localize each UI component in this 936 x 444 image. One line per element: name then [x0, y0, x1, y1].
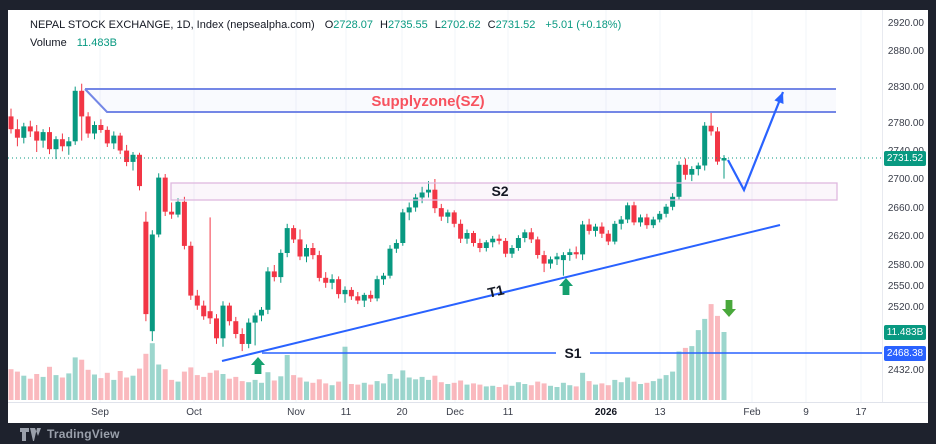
time-tick-label: 2026 [594, 407, 618, 418]
price-tick-label: 2780.00 [887, 118, 924, 129]
time-tick-label: 13 [654, 407, 666, 418]
candlesticks [8, 83, 727, 352]
tradingview-attribution[interactable]: TradingView [20, 426, 120, 442]
s2-zone-border [170, 182, 838, 201]
last-price-badge: 2731.52 [884, 151, 926, 166]
time-tick-label: 11 [340, 407, 352, 418]
s1-label-backing [556, 345, 590, 361]
time-axis[interactable]: Sep Oct Nov 11 20 Dec 11 2026 13 Feb 9 17 [8, 402, 928, 423]
s2-label: S2 [491, 183, 508, 199]
time-tick-label: Oct [186, 407, 202, 418]
price-tick-label: 2660.00 [887, 203, 924, 214]
price-tick-label: 2830.00 [887, 82, 924, 93]
symbol-title[interactable]: NEPAL STOCK EXCHANGE, 1D, Index (nepseal… [30, 19, 315, 31]
time-tick-label: 17 [855, 407, 867, 418]
price-tick-label: 2520.00 [887, 302, 924, 313]
time-tick-label: Sep [91, 407, 109, 418]
price-tick-label: 2880.00 [887, 46, 924, 57]
down-arrow-marker [721, 300, 736, 317]
s1-label: S1 [564, 345, 581, 361]
ohlc-field: L2702.62 [434, 19, 481, 31]
tradingview-brand-label: TradingView [47, 427, 120, 441]
time-tick-label: Dec [446, 407, 464, 418]
ohlc-values: O2728.07 H2735.55 L2702.62 C2731.52 [325, 19, 543, 31]
legend-row-volume: Volume 11.483B [30, 34, 628, 52]
up-arrow-marker [250, 357, 265, 374]
legend-row-symbol: NEPAL STOCK EXCHANGE, 1D, Index (nepseal… [30, 16, 628, 34]
price-tick-label: 2432.00 [887, 365, 924, 376]
s2-zone-area [171, 183, 837, 200]
chart-legend: NEPAL STOCK EXCHANGE, 1D, Index (nepseal… [30, 16, 628, 52]
ohlc-field: H2735.55 [380, 19, 428, 31]
s1-price-badge: 2468.38 [884, 346, 926, 361]
time-tick-label: Nov [287, 407, 305, 418]
projection-arrowhead [774, 92, 784, 104]
t1-label: T1 [486, 281, 506, 300]
time-tick-label: 9 [803, 407, 809, 418]
time-tick-label: 11 [502, 407, 514, 418]
tradingview-logo-icon [20, 427, 41, 441]
projection-arrow-line[interactable] [727, 91, 785, 193]
volume-bars [8, 10, 862, 402]
volume-value: 11.483B [76, 37, 117, 49]
up-arrow-marker [559, 278, 573, 295]
ohlc-field: C2731.52 [487, 19, 536, 31]
supply-zone-area [85, 89, 836, 112]
price-tick-label: 2550.00 [887, 281, 924, 292]
price-tick-label: 2580.00 [887, 260, 924, 271]
price-tick-label: 2700.00 [887, 174, 924, 185]
change-value: +5.01 (+0.18%) [545, 19, 622, 31]
ohlc-field: O2728.07 [324, 19, 374, 31]
supply-zone-label: Supplyzone(SZ) [371, 93, 484, 110]
chart-widget: NEPAL STOCK EXCHANGE, 1D, Index (nepseal… [8, 10, 928, 423]
chart-canvas[interactable]: Supplyzone(SZ) S2 T1 S1 [8, 10, 882, 402]
supply-zone-lines [84, 88, 836, 113]
volume-badge: 11.483B [884, 325, 926, 340]
time-tick-label: 20 [396, 407, 408, 418]
price-tick-label: 2620.00 [887, 231, 924, 242]
volume-label[interactable]: Volume [30, 37, 67, 49]
time-tick-label: Feb [743, 407, 761, 418]
price-tick-label: 2920.00 [887, 18, 924, 29]
price-axis[interactable]: 2920.002880.002830.002780.002740.002700.… [882, 10, 928, 402]
t1-trendline[interactable] [221, 224, 781, 362]
